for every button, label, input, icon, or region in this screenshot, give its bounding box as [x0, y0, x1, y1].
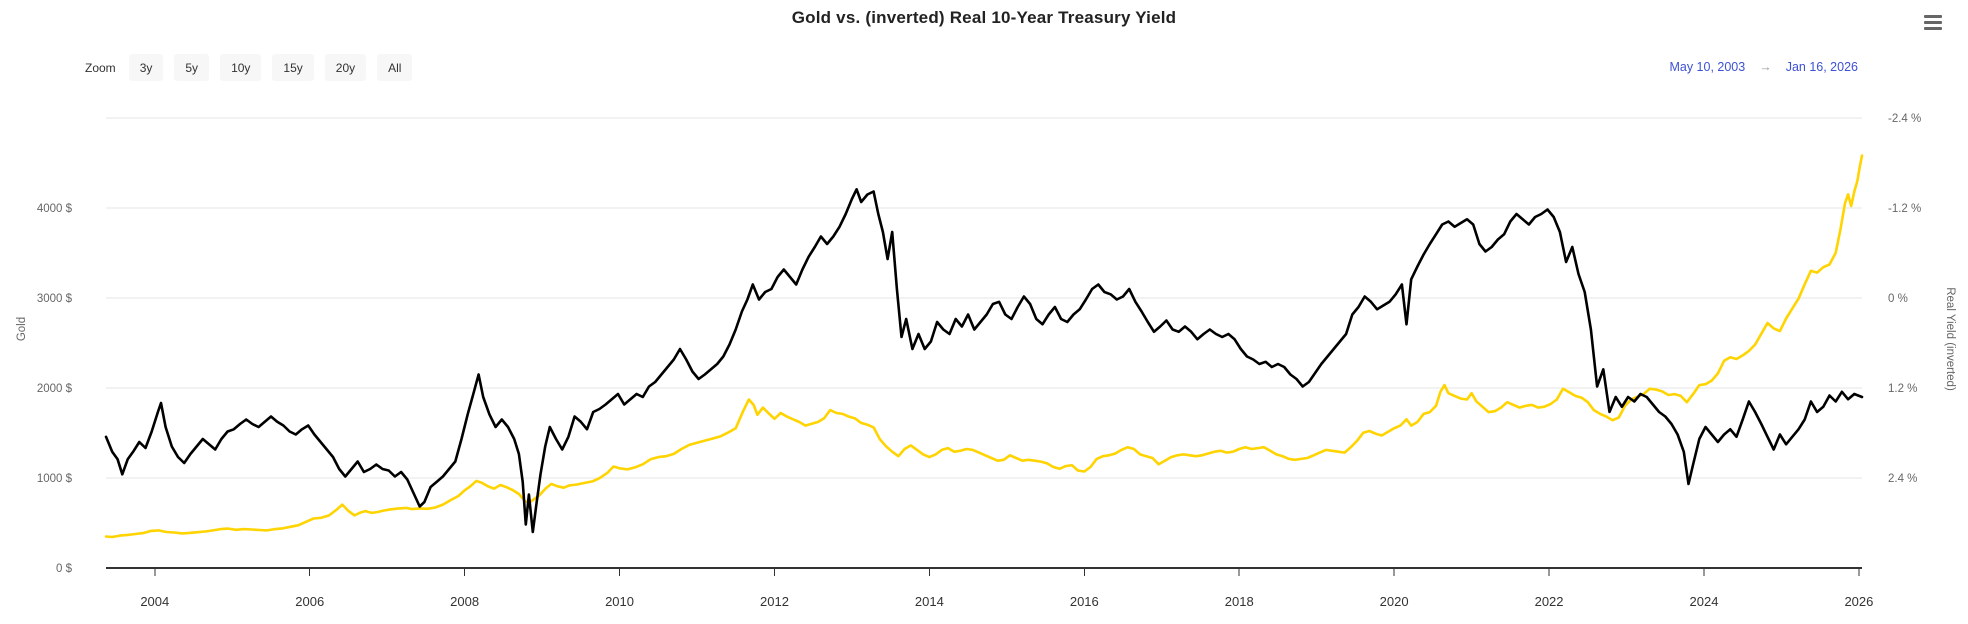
- y-left-tick-label: 4000 $: [37, 203, 73, 215]
- x-tick-label: 2024: [1690, 594, 1719, 609]
- x-tick-label: 2006: [295, 594, 324, 609]
- hamburger-icon: [1924, 20, 1942, 24]
- x-tick-label: 2012: [760, 594, 789, 609]
- hamburger-icon: [1924, 14, 1942, 18]
- x-tick-label: 2022: [1535, 594, 1564, 609]
- x-tick-label: 2016: [1070, 594, 1099, 609]
- x-tick-label: 2004: [140, 594, 169, 609]
- y-right-tick-label: -2.4 %: [1888, 113, 1921, 125]
- zoom-label: Zoom: [85, 60, 116, 75]
- y-right-tick-label: -1.2 %: [1888, 203, 1921, 215]
- y-right-axis-title: Real Yield (inverted): [1944, 287, 1956, 391]
- x-tick-label: 2026: [1844, 594, 1873, 609]
- y-left-tick-label: 3000 $: [37, 293, 73, 305]
- date-to[interactable]: Jan 16, 2026: [1785, 60, 1858, 74]
- x-tick-label: 2014: [915, 594, 944, 609]
- zoom-button-10y[interactable]: 10y: [220, 54, 262, 81]
- arrow-right-icon: →: [1759, 60, 1772, 74]
- chart-title: Gold vs. (inverted) Real 10-Year Treasur…: [791, 8, 1177, 27]
- date-range: May 10, 2003 → Jan 16, 2026: [1669, 60, 1858, 74]
- chart-menu-button[interactable]: [1924, 12, 1944, 32]
- y-right-tick-label: 1.2 %: [1888, 383, 1917, 395]
- x-tick-label: 2018: [1225, 594, 1254, 609]
- series-line-gold: [104, 154, 1864, 539]
- y-left-tick-label: 2000 $: [37, 383, 73, 395]
- zoom-toolbar: Zoom 3y 5y 10y 15y 20y All: [85, 54, 413, 81]
- zoom-button-5y[interactable]: 5y: [174, 54, 210, 81]
- x-tick-label: 2020: [1380, 594, 1409, 609]
- y-right-tick-label: 0 %: [1888, 293, 1908, 305]
- date-from[interactable]: May 10, 2003: [1669, 60, 1746, 74]
- x-tick-label: 2008: [450, 594, 479, 609]
- y-left-axis-title: Gold: [16, 317, 28, 341]
- y-right-tick-label: 2.4 %: [1888, 473, 1917, 485]
- x-tick-label: 2010: [605, 594, 634, 609]
- zoom-button-3y[interactable]: 3y: [128, 54, 164, 81]
- y-left-tick-label: 0 $: [56, 563, 73, 575]
- zoom-button-all[interactable]: All: [377, 54, 413, 81]
- hamburger-icon: [1924, 26, 1942, 30]
- zoom-button-20y[interactable]: 20y: [324, 54, 367, 81]
- zoom-button-15y[interactable]: 15y: [272, 54, 314, 81]
- series-line-real-yield-inverted-: [104, 188, 1864, 534]
- y-left-tick-label: 1000 $: [37, 473, 73, 485]
